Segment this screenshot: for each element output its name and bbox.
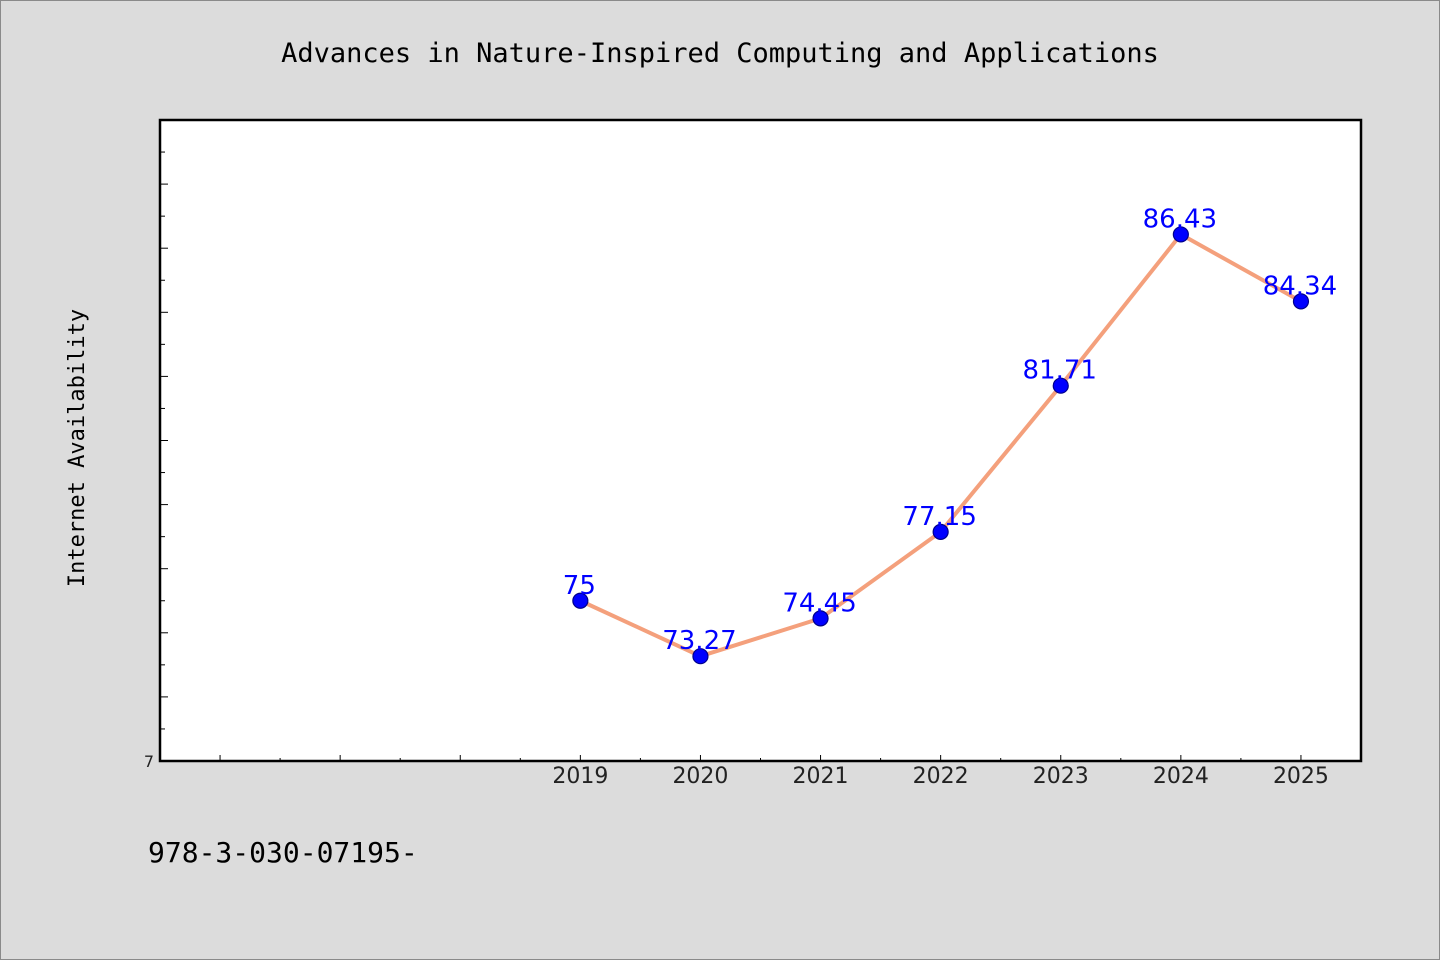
data-point	[692, 648, 709, 665]
data-point	[1292, 293, 1310, 310]
data-label: 81.71	[1023, 356, 1097, 386]
x-tick-label: 2022	[913, 764, 969, 789]
data-point	[932, 523, 949, 540]
data-label: 77.15	[902, 502, 976, 532]
x-tick-label: 2025	[1273, 764, 1329, 789]
x-tick-label: 2020	[672, 764, 728, 789]
data-label: 86.43	[1143, 204, 1217, 234]
x-tick-label: 2021	[793, 764, 849, 789]
y-axis-ticks: 7	[144, 119, 168, 771]
footer-text: 978-3-030-07195-	[148, 836, 418, 869]
series-layer: 75 73.27 74.45 77.15 81.71 86.43 84.34	[563, 204, 1337, 665]
y-tick-label: 7	[144, 752, 154, 771]
chart-title: Advances in Nature-Inspired Computing an…	[281, 38, 1159, 69]
y-axis-label: Internet Availability	[65, 309, 90, 587]
x-axis-ticks: 2019 2020 2021 2022 2023 2024 2025	[159, 755, 1362, 789]
data-label: 84.34	[1263, 271, 1337, 301]
data-point	[572, 592, 589, 609]
data-label: 73.27	[662, 626, 736, 656]
plot-area	[158, 118, 1363, 763]
data-label: 75	[563, 571, 596, 601]
x-tick-label: 2019	[552, 764, 608, 789]
data-point	[1172, 226, 1189, 243]
x-tick-label: 2024	[1153, 764, 1209, 789]
data-point	[1052, 377, 1069, 394]
x-tick-label: 2023	[1033, 764, 1089, 789]
data-label: 74.45	[782, 588, 856, 618]
data-point	[812, 610, 829, 627]
